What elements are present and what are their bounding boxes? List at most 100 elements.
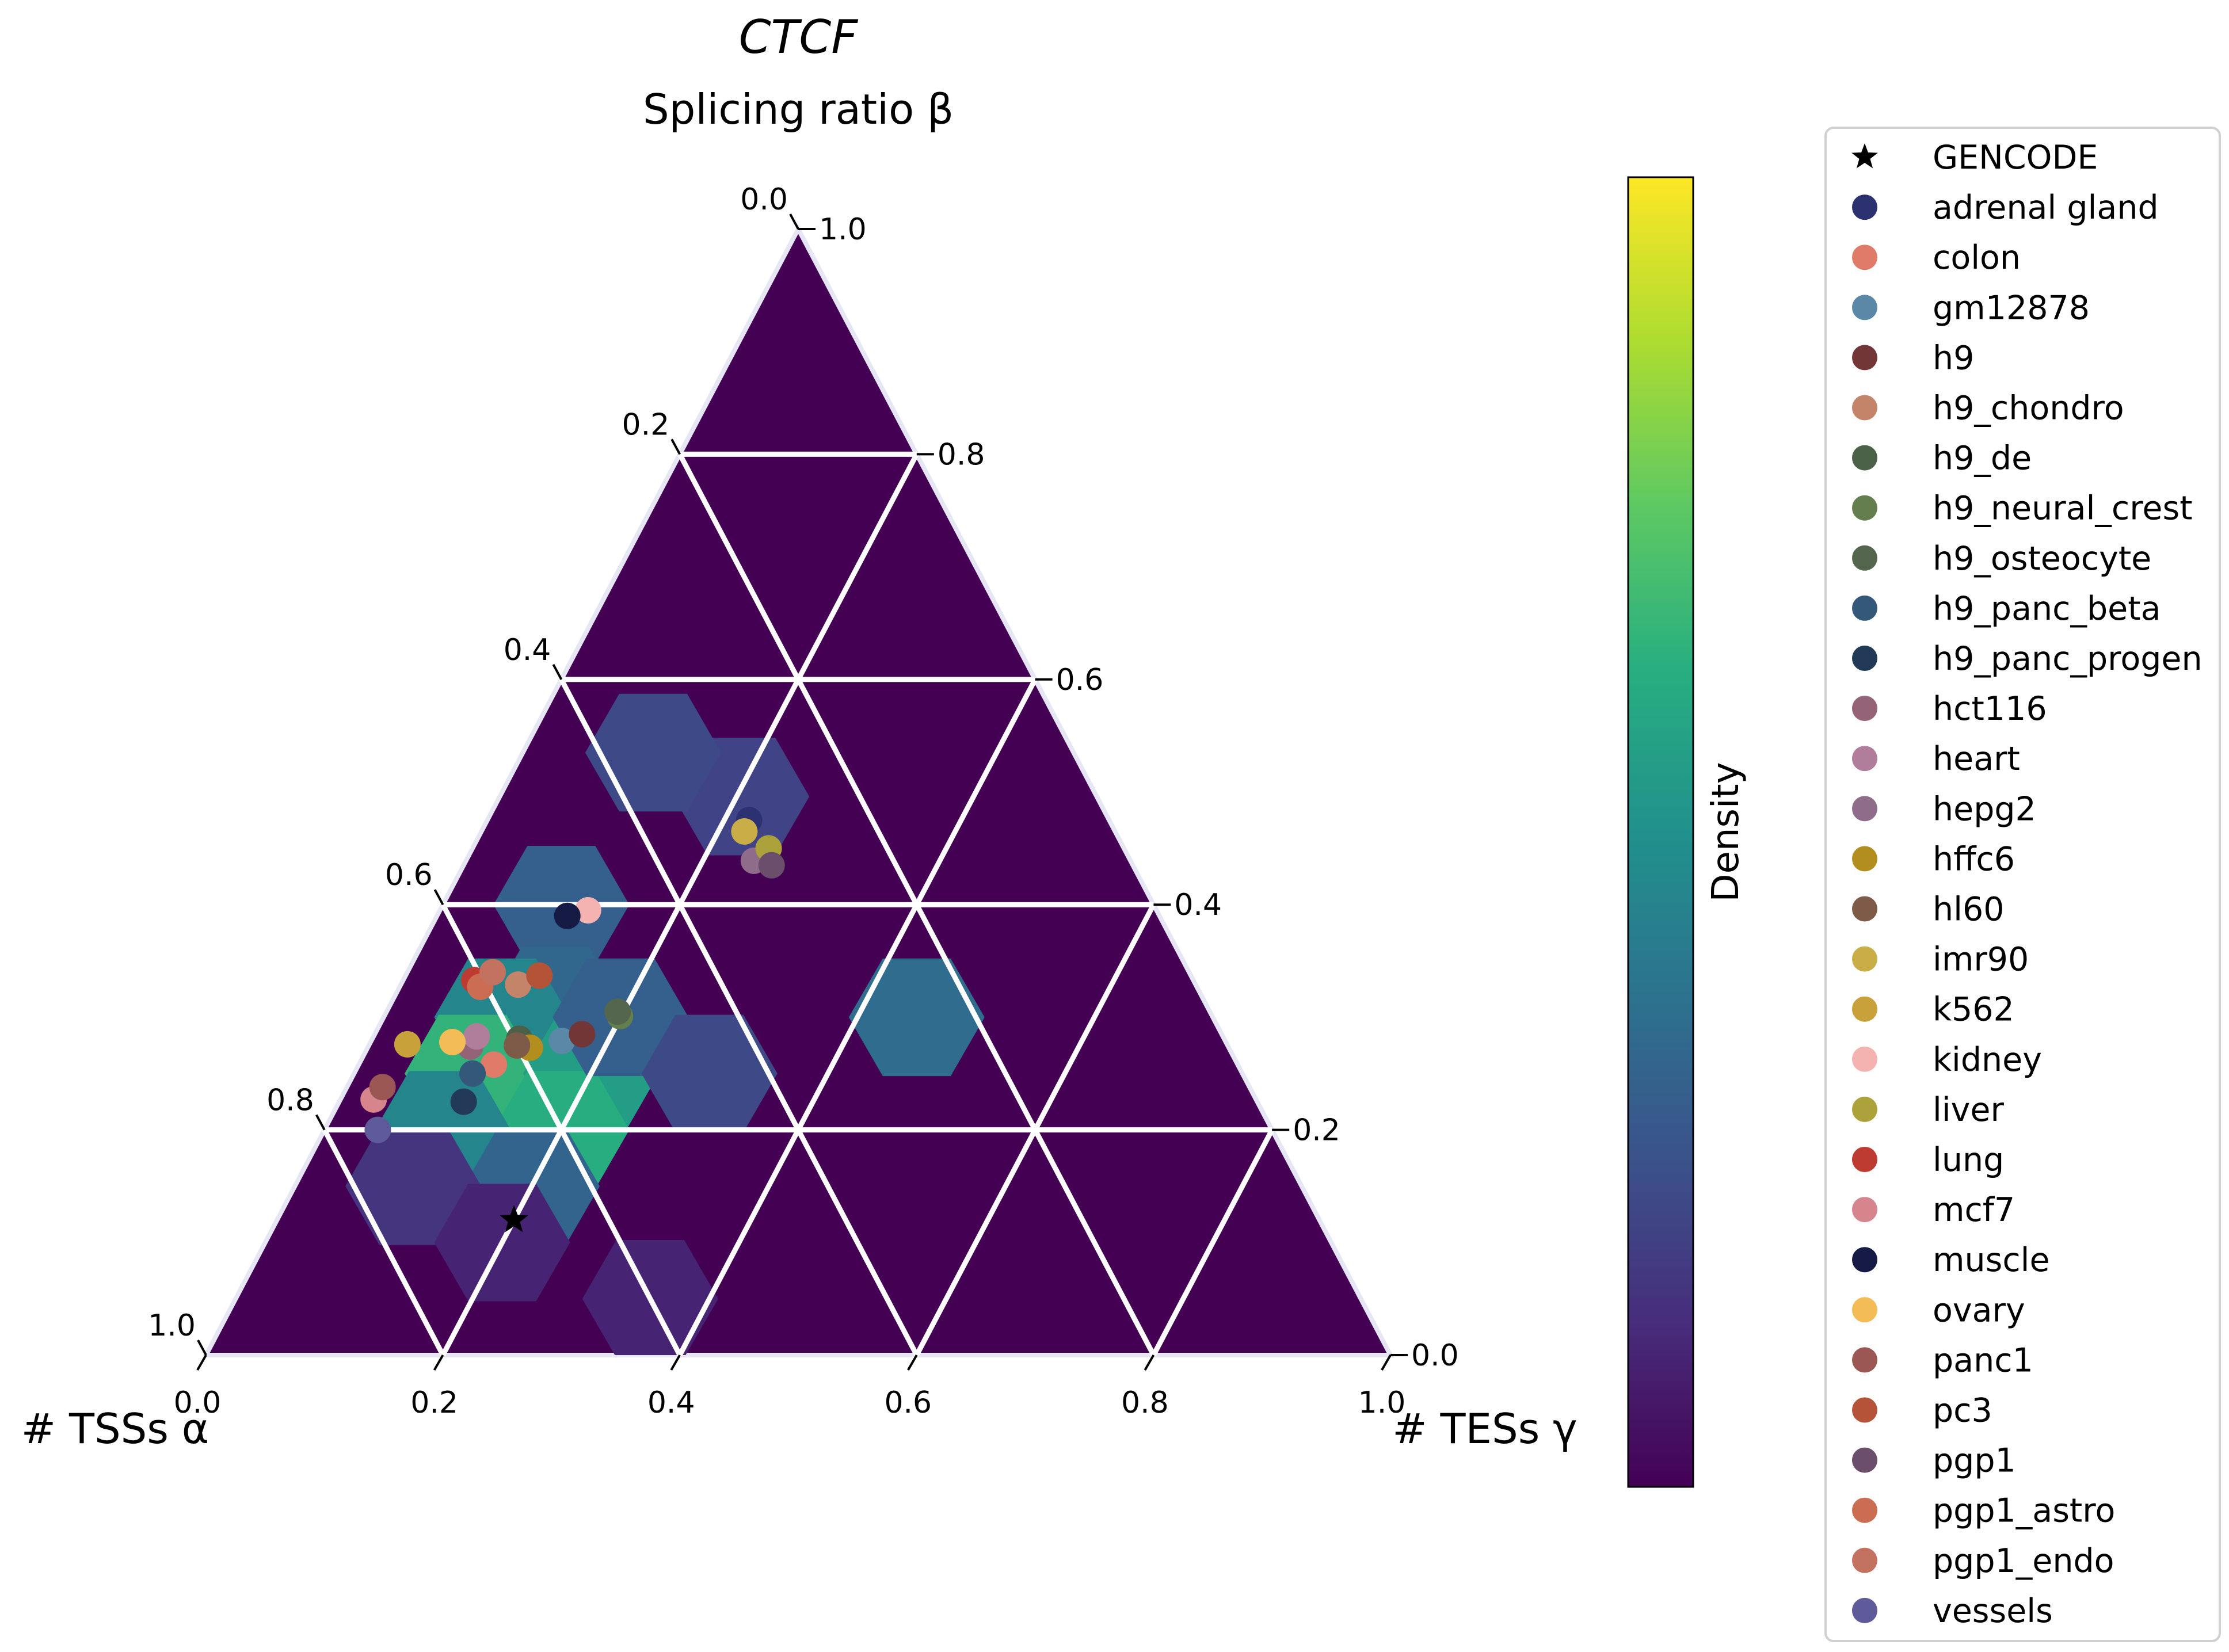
legend-label-imr90: imr90 (1933, 941, 2029, 979)
colorbar-gradient (1627, 176, 1694, 1488)
legend-item-h9-panc-progen: h9_panc_progen (1852, 640, 2203, 678)
point-h9-chondro-0 (505, 971, 532, 998)
legend-marker-pgp1-endo (1852, 1547, 1877, 1573)
legend-label-heart: heart (1933, 740, 2020, 778)
legend-marker-gencode (1851, 143, 1878, 169)
legend-item-h9: h9 (1852, 339, 1974, 377)
legend-item-gm12878: gm12878 (1852, 289, 2090, 327)
legend-marker-hct116 (1852, 696, 1877, 722)
legend-marker-h9 (1852, 345, 1877, 371)
legend-marker-hffc6 (1852, 846, 1877, 872)
legend-item-h9-panc-beta: h9_panc_beta (1852, 590, 2161, 628)
legend-marker-h9-osteocyte (1852, 545, 1877, 571)
point-vessels-0 (364, 1116, 391, 1143)
legend-marker-muscle (1852, 1247, 1877, 1273)
right-tick-label-2: 0.6 (1056, 663, 1104, 697)
legend-label-lung: lung (1933, 1141, 2004, 1179)
point-pc3-0 (526, 962, 553, 989)
legend-label-liver: liver (1933, 1091, 2004, 1129)
legend-item-pgp1: pgp1 (1852, 1442, 2016, 1480)
legend-item-muscle: muscle (1852, 1241, 2050, 1279)
legend-marker-lung (1852, 1147, 1877, 1172)
grid-line-gamma-1 (677, 678, 1038, 1357)
legend-item-imr90: imr90 (1852, 941, 2029, 979)
legend-marker-imr90 (1852, 946, 1877, 972)
legend-label-ovary: ovary (1933, 1291, 2025, 1329)
legend-item-mcf7: mcf7 (1852, 1191, 2015, 1229)
bottom-tick-3 (907, 1355, 918, 1371)
bottom-tick-2 (670, 1355, 681, 1371)
legend-label-h9-panc-progen: h9_panc_progen (1933, 640, 2203, 678)
legend-label-hffc6: hffc6 (1933, 840, 2015, 878)
point-ovary-0 (439, 1028, 466, 1055)
legend-item-h9-osteocyte: h9_osteocyte (1852, 540, 2151, 578)
left-tick-0 (789, 213, 799, 230)
bottom-tick-label-2: 0.4 (647, 1386, 695, 1420)
left-tick-label-3: 0.6 (385, 858, 433, 892)
bottom-tick-1 (433, 1355, 444, 1371)
right-tick-label-3: 0.4 (1174, 888, 1222, 922)
right-axis-label: # TESs γ (1392, 1405, 1577, 1453)
left-tick-label-2: 0.4 (504, 633, 551, 667)
top-axis-label: Splicing ratio β (643, 85, 954, 133)
legend-marker-gm12878 (1852, 295, 1877, 321)
bottom-tick-label-0: 0.0 (174, 1386, 222, 1420)
legend-item-gencode: GENCODE (1851, 139, 2098, 177)
legend-label-panc1: panc1 (1933, 1341, 2033, 1379)
point-gencode-0 (500, 1205, 528, 1233)
legend-marker-hl60 (1852, 896, 1877, 922)
legend-label-hct116: hct116 (1933, 690, 2047, 728)
bottom-tick-4 (1144, 1355, 1155, 1371)
legend-item-h9-neural-crest: h9_neural_crest (1852, 490, 2193, 528)
legend-marker-pc3 (1852, 1397, 1877, 1423)
legend-item-h9-de: h9_de (1852, 440, 2032, 478)
legend-label-h9: h9 (1933, 339, 1974, 377)
legend-label-gencode: GENCODE (1933, 139, 2098, 177)
point-heart-0 (463, 1023, 490, 1050)
legend-item-liver: liver (1852, 1091, 2004, 1129)
legend-item-pgp1-astro: pgp1_astro (1852, 1492, 2115, 1530)
legend-label-pgp1-astro: pgp1_astro (1933, 1492, 2115, 1530)
legend-label-k562: k562 (1933, 991, 2014, 1029)
point-panc1-0 (369, 1074, 396, 1101)
legend-item-colon: colon (1852, 239, 2021, 277)
tick-layer: 0.01.00.00.20.80.20.40.60.40.60.40.60.80… (148, 182, 1458, 1420)
data-point-layer (360, 807, 785, 1233)
point-h9-panc-beta-0 (459, 1060, 486, 1087)
legend-marker-hepg2 (1852, 796, 1877, 822)
legend-marker-h9-panc-progen (1852, 646, 1877, 671)
legend-label-h9-osteocyte: h9_osteocyte (1933, 540, 2151, 578)
legend-marker-h9-de (1852, 445, 1877, 471)
legend-label-muscle: muscle (1933, 1241, 2050, 1279)
bottom-tick-label-1: 0.2 (410, 1386, 458, 1420)
left-tick-5 (197, 1340, 207, 1356)
density-hex-11 (345, 1127, 482, 1245)
chart-title: CTCF (739, 10, 859, 64)
legend-frame (1824, 127, 2221, 1642)
point-k562-0 (394, 1031, 421, 1058)
grid-line-alpha-3 (322, 1128, 445, 1357)
grid-line-alpha-1 (559, 678, 919, 1357)
legend-marker-kidney (1852, 1046, 1877, 1072)
legend-marker-adrenal-gland (1852, 194, 1877, 220)
point-pgp1-endo-0 (479, 959, 506, 986)
legend-label-mcf7: mcf7 (1933, 1191, 2015, 1229)
density-hex-15 (848, 958, 985, 1077)
legend-marker-heart (1852, 746, 1877, 772)
left-tick-label-5: 1.0 (148, 1308, 196, 1343)
legend-item-kidney: kidney (1852, 1041, 2042, 1079)
legend-marker-vessels (1852, 1597, 1877, 1623)
legend-item-h9-chondro: h9_chondro (1852, 390, 2124, 428)
grid-line-gamma-2 (914, 903, 1156, 1357)
legend-label-pgp1-endo: pgp1_endo (1933, 1542, 2114, 1580)
legend-marker-pgp1 (1852, 1447, 1877, 1473)
point-h9-osteocyte-0 (604, 998, 631, 1025)
bottom-tick-label-4: 0.8 (1121, 1386, 1169, 1420)
legend-item-hffc6: hffc6 (1852, 840, 2015, 878)
ternary-plot-area: 0.01.00.00.20.80.20.40.60.40.60.40.60.80… (148, 182, 1458, 1420)
legend-label-adrenal-gland: adrenal gland (1933, 189, 2159, 227)
legend: GENCODE adrenal gland colon gm12878 h9 h9_cho… (1824, 127, 2221, 1642)
legend-item-k562: k562 (1852, 991, 2014, 1029)
grid-layer (322, 451, 1275, 1357)
